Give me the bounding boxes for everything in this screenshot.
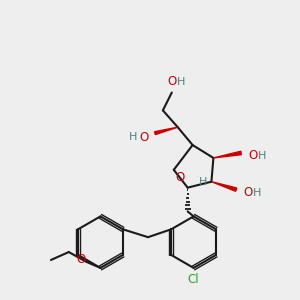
Text: H: H [253, 188, 261, 198]
Text: Cl: Cl [188, 273, 200, 286]
Text: H: H [129, 132, 137, 142]
Text: O: O [76, 254, 85, 266]
Text: O: O [167, 75, 176, 88]
Text: H: H [199, 177, 208, 187]
Text: O: O [248, 149, 258, 162]
Text: O: O [140, 130, 149, 144]
Text: O: O [175, 171, 184, 184]
Text: O: O [244, 186, 253, 199]
Polygon shape [213, 151, 242, 158]
Text: H: H [258, 151, 266, 161]
Polygon shape [154, 127, 178, 135]
Polygon shape [212, 182, 237, 191]
Text: H: H [176, 76, 185, 87]
